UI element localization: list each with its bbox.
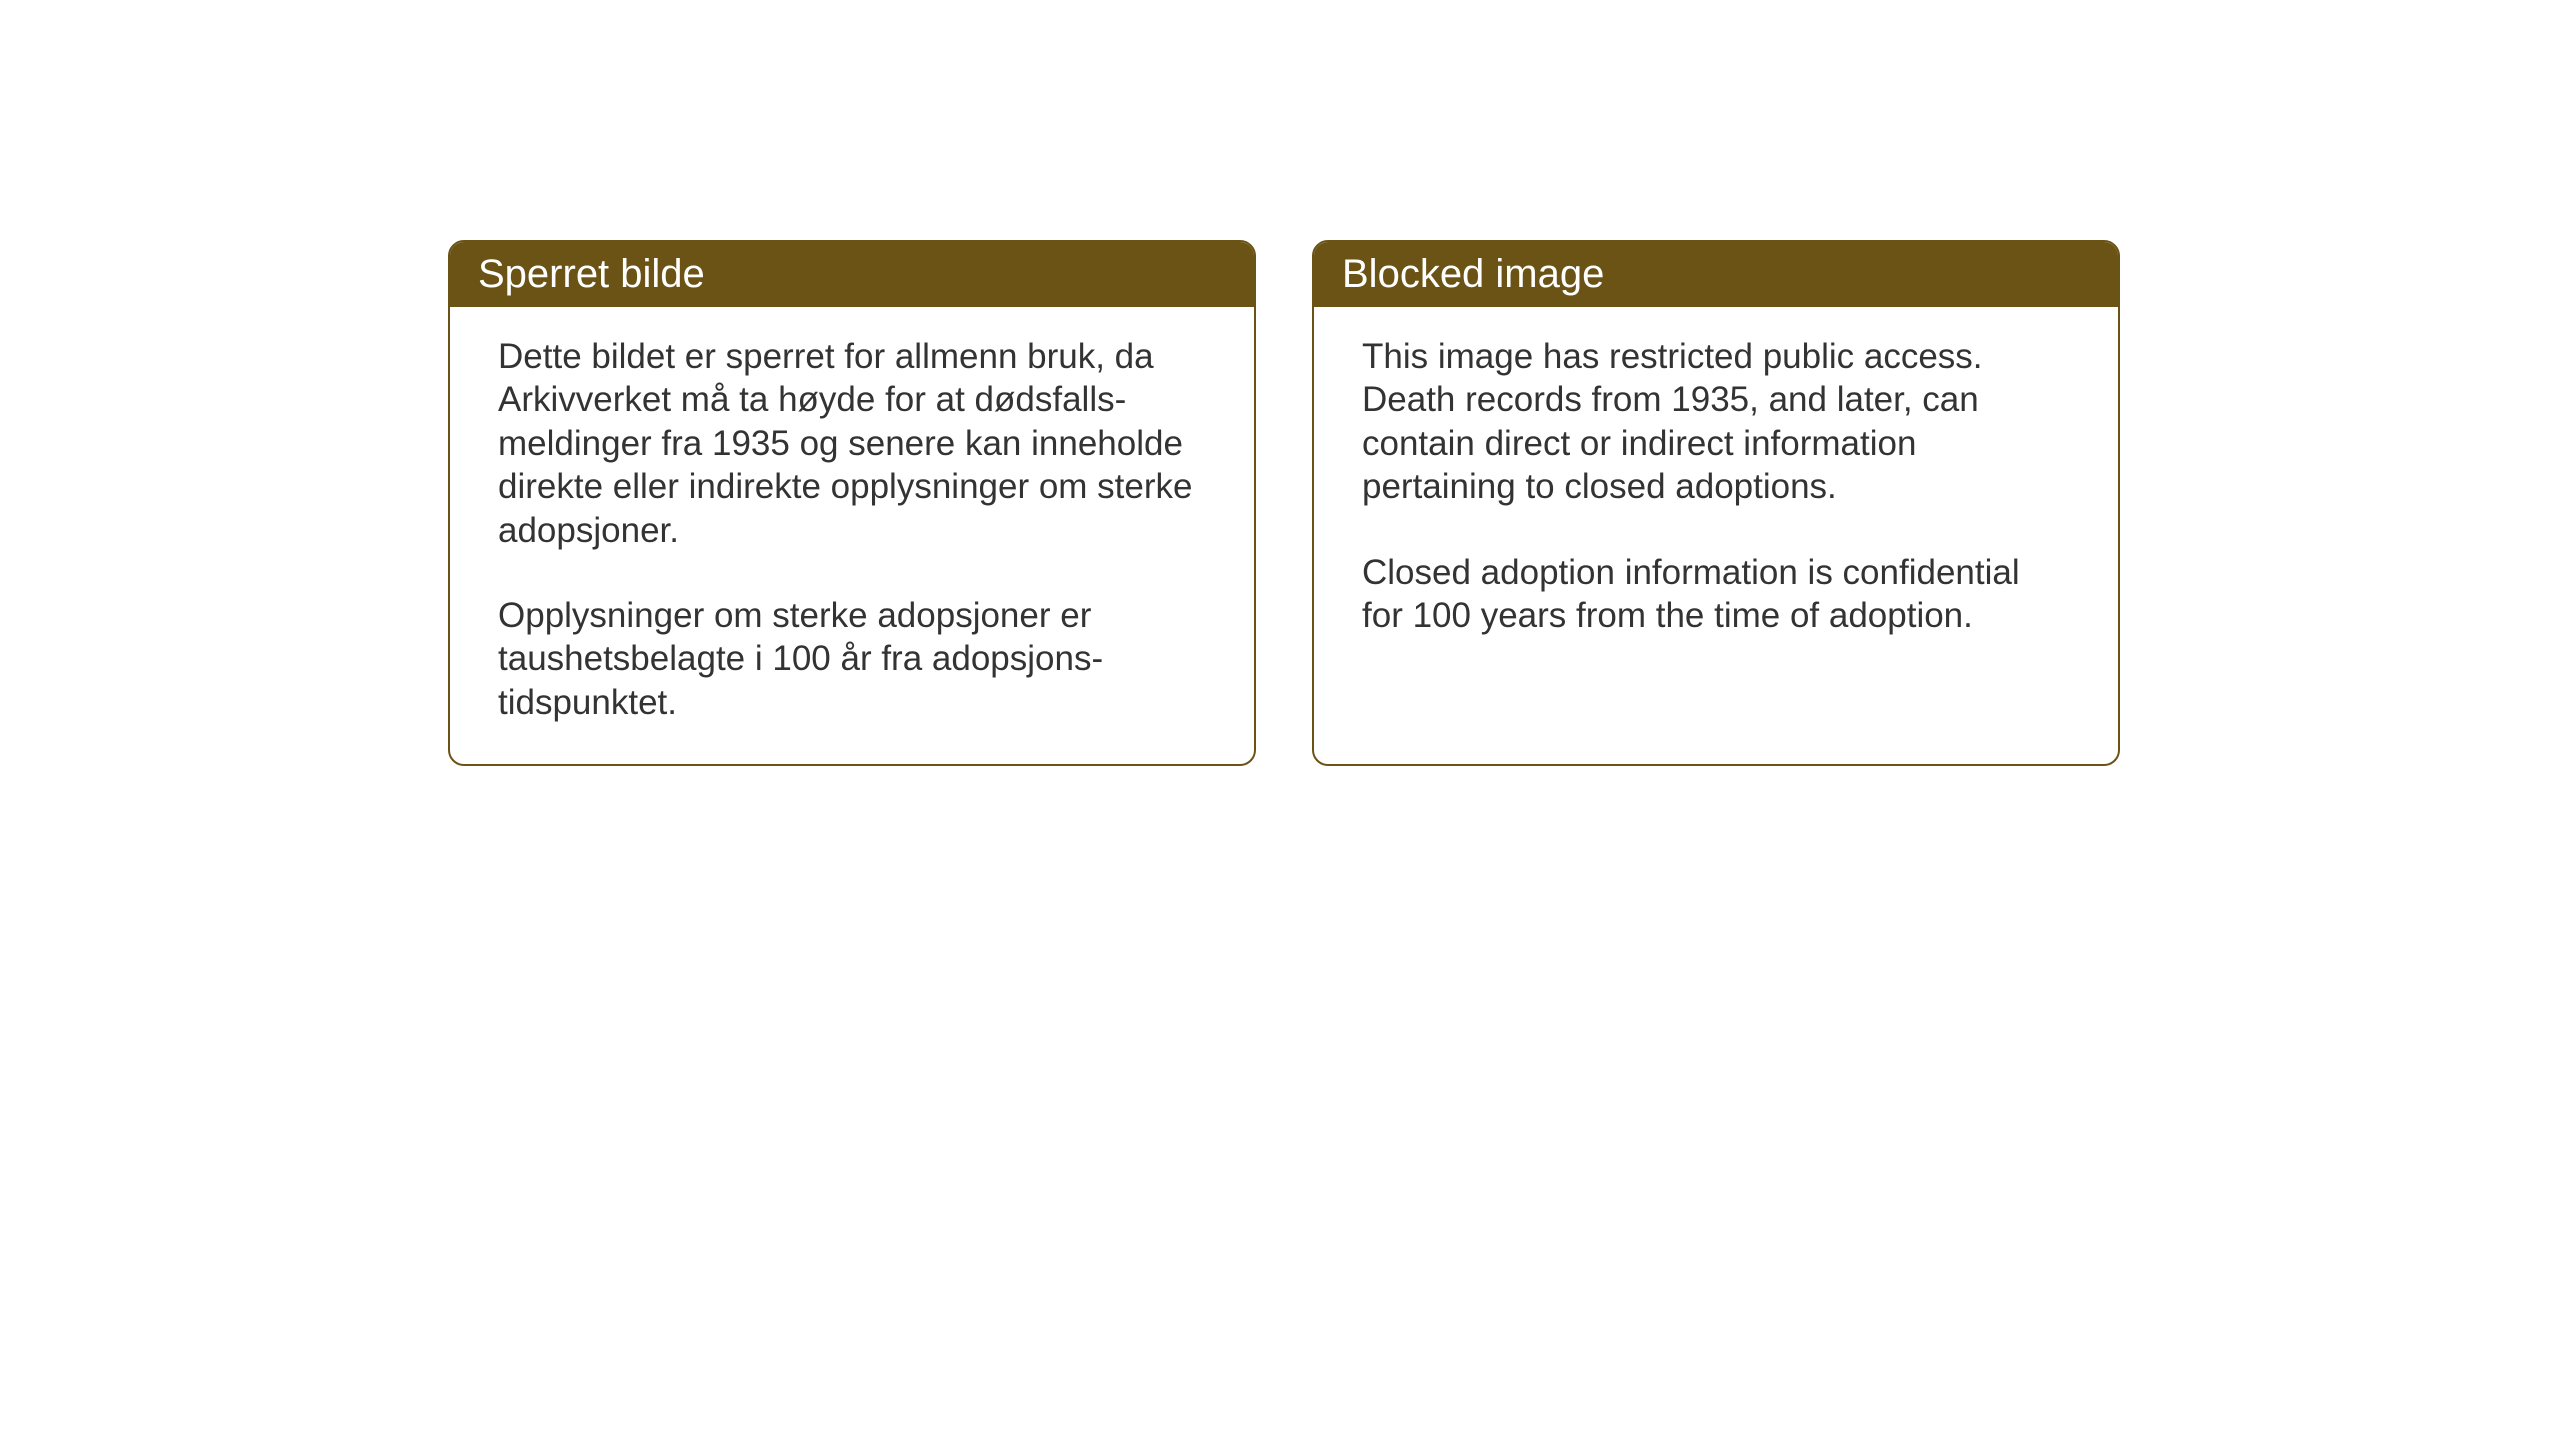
card-body-norwegian: Dette bildet er sperret for allmenn bruk… — [450, 307, 1254, 764]
card-header-norwegian: Sperret bilde — [450, 242, 1254, 307]
card-title-english: Blocked image — [1342, 252, 1604, 296]
card-title-norwegian: Sperret bilde — [478, 252, 705, 296]
card-paragraph-1-english: This image has restricted public access.… — [1362, 335, 2070, 509]
card-paragraph-2-english: Closed adoption information is confident… — [1362, 551, 2070, 638]
card-paragraph-1-norwegian: Dette bildet er sperret for allmenn bruk… — [498, 335, 1206, 552]
notice-container: Sperret bilde Dette bildet er sperret fo… — [448, 240, 2120, 766]
card-header-english: Blocked image — [1314, 242, 2118, 307]
notice-card-norwegian: Sperret bilde Dette bildet er sperret fo… — [448, 240, 1256, 766]
notice-card-english: Blocked image This image has restricted … — [1312, 240, 2120, 766]
card-paragraph-2-norwegian: Opplysninger om sterke adopsjoner er tau… — [498, 594, 1206, 724]
card-body-english: This image has restricted public access.… — [1314, 307, 2118, 677]
